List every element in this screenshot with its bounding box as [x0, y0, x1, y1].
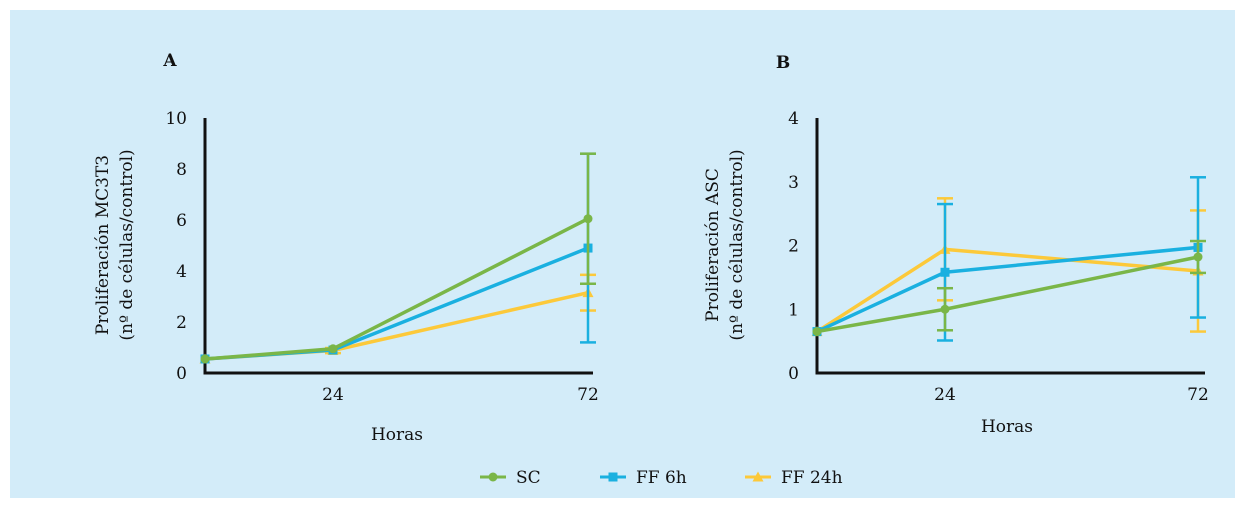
data-point	[200, 354, 210, 364]
x-axis-label: Horas	[981, 417, 1033, 437]
x-tick-label: 72	[1187, 385, 1209, 405]
chart-B: B 0 1 2 3 4 24 72 Horas Proliferación ASC (nº de c…	[703, 53, 1209, 437]
series-line	[204, 246, 589, 361]
legend-label: FF 6h	[636, 468, 687, 488]
y-axis-label-line: Proliferación MC3T3	[93, 155, 113, 335]
legend: SC FF 6h FF 24h	[480, 468, 843, 488]
y-axis-label-line: (nº de células/control)	[727, 149, 747, 340]
series-ff-24h	[199, 273, 596, 364]
y-axis-label: Proliferación ASC (nº de células/control)	[703, 149, 747, 340]
x-tick-label: 24	[934, 385, 956, 405]
series-ff-6h	[812, 176, 1206, 342]
y-tick-label: 3	[788, 173, 799, 193]
legend-item-ff-6h: FF 6h	[600, 468, 687, 488]
data-point	[1193, 252, 1203, 262]
legend-label: SC	[516, 468, 541, 488]
y-axis-label: Proliferación MC3T3 (nº de células/contro…	[93, 149, 137, 340]
panel-label: A	[162, 51, 177, 71]
x-tick-label: 24	[322, 385, 344, 405]
figure-panel	[10, 10, 1235, 498]
y-tick-label: 8	[176, 160, 187, 180]
y-tick-label: 0	[176, 364, 187, 384]
series-ff-6h	[200, 152, 596, 364]
y-axis-label-line: (nº de células/control)	[117, 149, 137, 340]
y-tick-label: 6	[176, 211, 187, 231]
legend-marker	[752, 471, 764, 482]
data-point	[812, 327, 822, 337]
legend-item-sc: SC	[480, 468, 541, 488]
series-line	[816, 247, 1199, 334]
y-tick-label: 4	[788, 109, 799, 129]
series-sc	[200, 152, 596, 364]
y-tick-label: 2	[176, 313, 187, 333]
panel-label: B	[776, 53, 790, 73]
legend-label: FF 24h	[781, 468, 843, 488]
y-tick-label: 4	[176, 262, 187, 282]
x-axis-label: Horas	[371, 425, 423, 445]
y-axis-label-line: Proliferación ASC	[703, 168, 723, 322]
data-point	[940, 267, 950, 277]
series-line	[816, 245, 1199, 334]
y-tick-label: 1	[788, 300, 799, 320]
y-tick-label: 10	[165, 109, 187, 129]
x-tick-label: 72	[577, 385, 599, 405]
legend-item-ff-24h: FF 24h	[745, 468, 843, 488]
legend-marker	[488, 472, 498, 482]
y-tick-label: 0	[788, 364, 799, 384]
data-point	[940, 304, 950, 314]
data-point	[583, 214, 593, 224]
data-point	[328, 344, 338, 354]
series-sc	[812, 239, 1206, 337]
legend-marker	[608, 472, 618, 482]
y-tick-label: 2	[788, 237, 799, 257]
